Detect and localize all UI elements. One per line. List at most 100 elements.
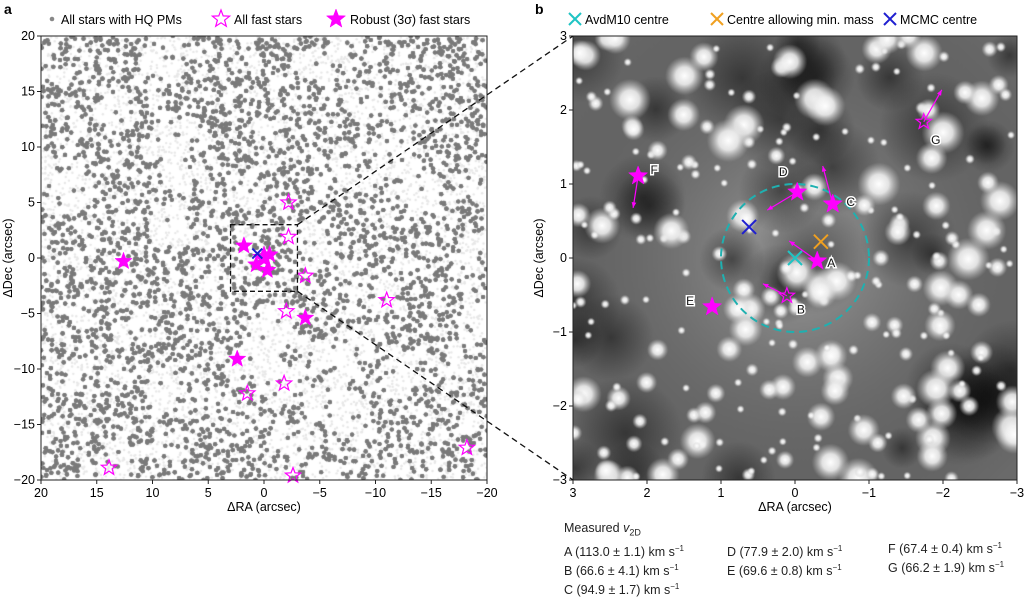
- y-tick-label: 10: [21, 140, 35, 154]
- legend-open-star-icon: [210, 8, 232, 28]
- velocity-item: C (94.9 ± 1.7) km s−1: [564, 582, 680, 597]
- star-label: D: [779, 165, 788, 179]
- fast-star-marker: [295, 266, 315, 284]
- star-label: B: [797, 303, 805, 317]
- x-tick-label: 1: [718, 486, 725, 500]
- star-label: F: [650, 163, 657, 177]
- legend-dot-icon: [49, 16, 55, 22]
- legend-b-entry-1: Centre allowing min. mass: [727, 13, 874, 27]
- fast-star-marker: [457, 438, 477, 456]
- centre-cross: [741, 219, 757, 235]
- star-marker-c: [822, 193, 843, 213]
- proper-motion-arrow: [762, 283, 788, 297]
- y-axis-label-a: ΔDec (arcsec): [1, 218, 15, 297]
- star-label: G: [931, 133, 940, 147]
- proper-motion-arrow: [821, 165, 834, 205]
- x-tick-label: 0: [792, 486, 799, 500]
- x-tick-label: −3: [1010, 486, 1024, 500]
- y-tick-label: 0: [28, 251, 35, 265]
- robust-fast-star-marker: [114, 251, 133, 270]
- y-tick-label: 0: [560, 251, 567, 265]
- y-tick-label: −15: [14, 418, 35, 432]
- star-marker-f: [627, 165, 649, 185]
- centre-marker: [251, 247, 264, 260]
- star-marker-g: [914, 112, 934, 130]
- legend-blue-cross-icon: [883, 12, 897, 26]
- proper-motion-arrow: [766, 191, 798, 211]
- star-marker-e: [701, 296, 723, 316]
- legend-b: AvdM10 centre Centre allowing min. mass …: [568, 12, 977, 27]
- x-tick-label: 5: [205, 486, 212, 500]
- x-tick-label: −15: [421, 486, 442, 500]
- velocity-legend: Measured v2D: [564, 520, 641, 541]
- velocity-column: F (67.4 ± 0.4) km s−1 G (66.2 ± 1.9) km s…: [888, 538, 1004, 576]
- y-axis-label-b: ΔDec (arcsec): [532, 218, 546, 297]
- y-tick-label: −10: [14, 362, 35, 376]
- y-tick-label: 2: [560, 103, 567, 117]
- y-tick-label: 20: [21, 29, 35, 43]
- velocity-item: D (77.9 ± 2.0) km s−1: [727, 544, 843, 559]
- zoom-connector-lines: [297, 35, 574, 481]
- fast-star-marker: [377, 290, 396, 309]
- velocity-item: G (66.2 ± 1.9) km s−1: [888, 560, 1005, 575]
- x-tick-label: −20: [476, 486, 497, 500]
- connector-bottom: [297, 290, 574, 481]
- y-tick-label: 1: [560, 177, 567, 191]
- legend-orange-cross-icon: [710, 12, 724, 26]
- centre-cross: [787, 250, 803, 266]
- y-tick-label: 3: [560, 29, 567, 43]
- proper-motion-arrow: [923, 89, 943, 123]
- legend-a: All stars with HQ PMs All fast stars Rob…: [49, 8, 470, 28]
- zoom-box: [229, 224, 299, 292]
- robust-fast-star-marker: [296, 308, 315, 326]
- legend-b-entry-0: AvdM10 centre: [585, 13, 669, 27]
- panel-b-label: b: [535, 1, 544, 17]
- fast-star-marker: [99, 458, 119, 476]
- legend-cross: [883, 12, 897, 26]
- legend-a-entry-2: Robust (3σ) fast stars: [350, 13, 470, 27]
- x-tick-label: −1: [862, 486, 876, 500]
- star-marker-d: [787, 181, 808, 201]
- y-tick-label: −2: [553, 399, 567, 413]
- x-tick-label: 10: [146, 486, 160, 500]
- legend-open-star: [210, 8, 232, 28]
- x-axis-label-a: ΔRA (arcsec): [227, 500, 301, 514]
- x-tick-label: −5: [313, 486, 327, 500]
- y-tick-label: −1: [553, 325, 567, 339]
- x-tick-label: 20: [34, 486, 48, 500]
- legend-cross: [568, 12, 582, 26]
- proper-motion-arrow: [631, 175, 639, 208]
- legend-b-entry-2: MCMC centre: [900, 13, 977, 27]
- x-tick-label: 0: [261, 486, 268, 500]
- star-label: C: [846, 195, 855, 209]
- fast-star-marker: [274, 373, 294, 392]
- x-axis-label-b: ΔRA (arcsec): [758, 500, 832, 514]
- x-tick-label: 2: [644, 486, 651, 500]
- star-marker-a: [807, 250, 828, 270]
- velocity-column: A (113.0 ± 1.1) km s−1 B (66.6 ± 4.1) km …: [564, 541, 684, 598]
- legend-cross: [710, 12, 724, 26]
- x-tick-label: 3: [570, 486, 577, 500]
- y-tick-label: 15: [21, 85, 35, 99]
- legend-cyan-cross-icon: [568, 12, 582, 26]
- y-tick-label: 5: [28, 196, 35, 210]
- y-tick-label: −20: [14, 473, 35, 487]
- robust-fast-star-marker: [228, 349, 247, 367]
- fast-star-marker: [279, 227, 298, 245]
- fast-star-marker: [283, 465, 303, 484]
- star-label: A: [827, 256, 835, 270]
- connector-top: [297, 35, 574, 226]
- x-tick-label: 15: [90, 486, 104, 500]
- legend-a-entry-0: All stars with HQ PMs: [61, 13, 182, 27]
- velocity-item: F (67.4 ± 0.4) km s−1: [888, 541, 1002, 556]
- legend-filled-star-icon: [325, 8, 347, 28]
- legend-filled-star: [325, 8, 347, 28]
- robust-fast-star-marker: [234, 236, 254, 254]
- robust-fast-star-marker: [258, 260, 277, 279]
- velocity-item: B (66.6 ± 4.1) km s−1: [564, 563, 679, 578]
- panel-a-label: a: [4, 1, 12, 17]
- y-tick-label: −5: [21, 307, 35, 321]
